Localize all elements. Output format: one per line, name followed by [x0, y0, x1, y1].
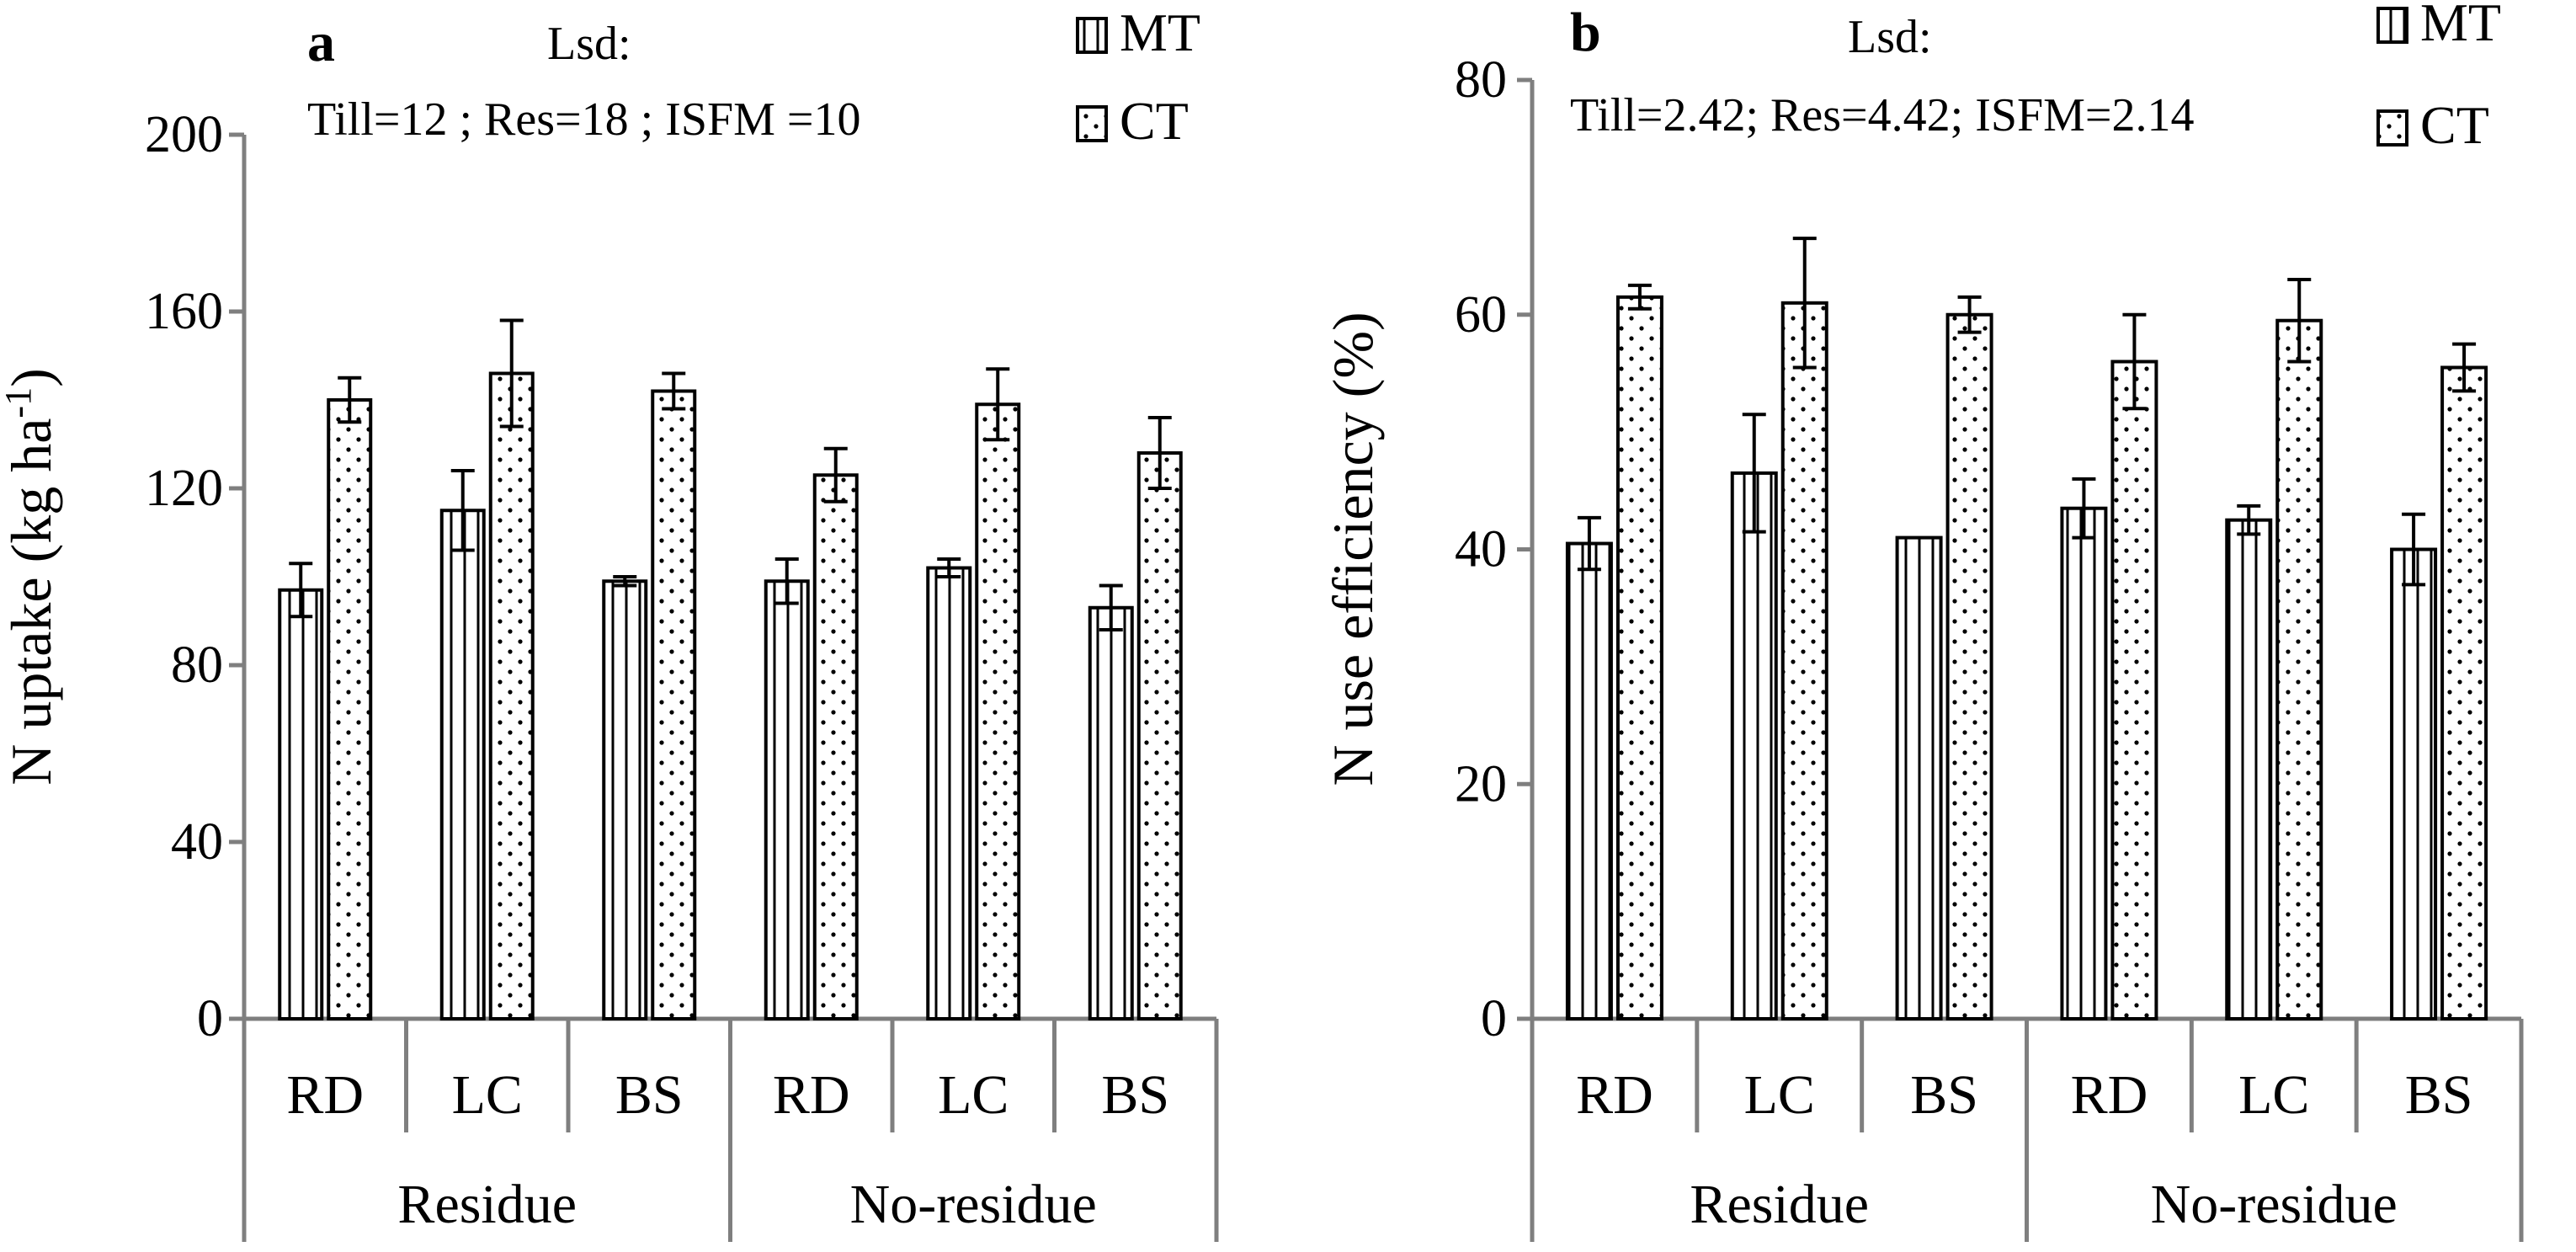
x-category-label: RD: [1576, 1064, 1653, 1126]
bar-ct: [1780, 301, 1828, 1020]
bar-mt: [2225, 518, 2273, 1020]
bar-mt: [1088, 605, 1134, 1020]
x-category-label: BS: [1101, 1064, 1169, 1126]
legend-swatch-ct: [2376, 109, 2408, 147]
lsd-values: Till=12 ; Res=18 ; ISFM =10: [307, 93, 861, 146]
y-axis-label: N uptake (kg ha-1): [0, 368, 63, 786]
x-group-label: Residue: [397, 1174, 577, 1235]
bar-mt: [764, 579, 810, 1020]
legend-label-ct: CT: [1120, 91, 1189, 151]
lsd-values: Till=2.42; Res=4.42; ISFM=2.14: [1570, 89, 2195, 141]
legend-swatch-ct: [1076, 105, 1108, 142]
bar-ct: [327, 398, 373, 1020]
y-tick-label: 20: [1455, 755, 1507, 812]
bar-ct: [812, 473, 859, 1020]
bar-ct: [651, 389, 697, 1020]
y-tick-label: 40: [171, 813, 223, 871]
legend-label-ct: CT: [2420, 95, 2489, 155]
bar-ct: [488, 371, 535, 1020]
bar-mt: [1895, 535, 1943, 1020]
legend-label-mt: MT: [1120, 3, 1200, 62]
bar-mt: [2060, 506, 2108, 1020]
bar-mt: [602, 579, 648, 1020]
x-category-label: RD: [286, 1064, 364, 1126]
bar-ct: [2110, 360, 2158, 1020]
y-tick-label: 160: [145, 283, 223, 340]
lsd-title: Lsd:: [547, 18, 631, 70]
y-tick-label: 40: [1455, 521, 1507, 578]
y-axis-label: N use efficiency (%): [1321, 312, 1385, 786]
x-category-label: BS: [615, 1064, 684, 1126]
x-category-label: LC: [452, 1064, 523, 1126]
panel-b: 0 20 40 60 80 N use efficiency (%) RD LC BS RD LC B…: [1321, 0, 2524, 1242]
x-category-label: BS: [1910, 1064, 1978, 1126]
bar-ct: [1945, 312, 1993, 1020]
y-axis-label-close: ): [0, 368, 63, 387]
x-group-label: No-residue: [2151, 1174, 2398, 1235]
x-category-label: LC: [1744, 1064, 1815, 1126]
x-category-label: RD: [2071, 1064, 2148, 1126]
panel-label: b: [1570, 2, 1601, 63]
y-tick-label: 0: [197, 990, 223, 1047]
bar-mt: [1565, 541, 1613, 1020]
y-tick-label: 60: [1455, 286, 1507, 344]
lsd-title: Lsd:: [1848, 11, 1932, 63]
y-tick-label: 200: [145, 106, 223, 163]
x-category-label: LC: [938, 1064, 1009, 1126]
y-tick-label: 80: [1455, 51, 1507, 109]
legend-label-mt: MT: [2420, 0, 2501, 52]
x-group-label: No-residue: [850, 1174, 1097, 1235]
legend-swatch-mt: [2376, 7, 2408, 44]
bar-mt: [439, 509, 486, 1020]
bar-mt: [278, 588, 324, 1020]
x-category-label: BS: [2405, 1064, 2473, 1126]
bar-mt: [2390, 547, 2438, 1020]
x-category-label: RD: [773, 1064, 850, 1126]
legend-swatch-mt: [1076, 17, 1108, 54]
bar-ct: [1615, 295, 1663, 1020]
y-tick-label: 0: [1481, 990, 1507, 1047]
y-axis-label-superscript: -1: [0, 387, 39, 418]
panel-a: 0 40 80 120 160 200 N uptake (kg ha-1) RD LC BS RD…: [0, 3, 1219, 1242]
bar-ct: [1136, 451, 1183, 1020]
x-category-label: LC: [2238, 1064, 2309, 1126]
bar-mt: [926, 566, 972, 1020]
y-tick-label: 80: [171, 637, 223, 694]
bar-ct: [2440, 365, 2488, 1020]
bar-mt: [1730, 471, 1778, 1020]
bar-ct: [2275, 318, 2323, 1020]
x-group-label: Residue: [1690, 1174, 1869, 1235]
bar-ct: [975, 402, 1021, 1020]
y-tick-label: 120: [145, 460, 223, 517]
panel-label: a: [307, 12, 335, 73]
